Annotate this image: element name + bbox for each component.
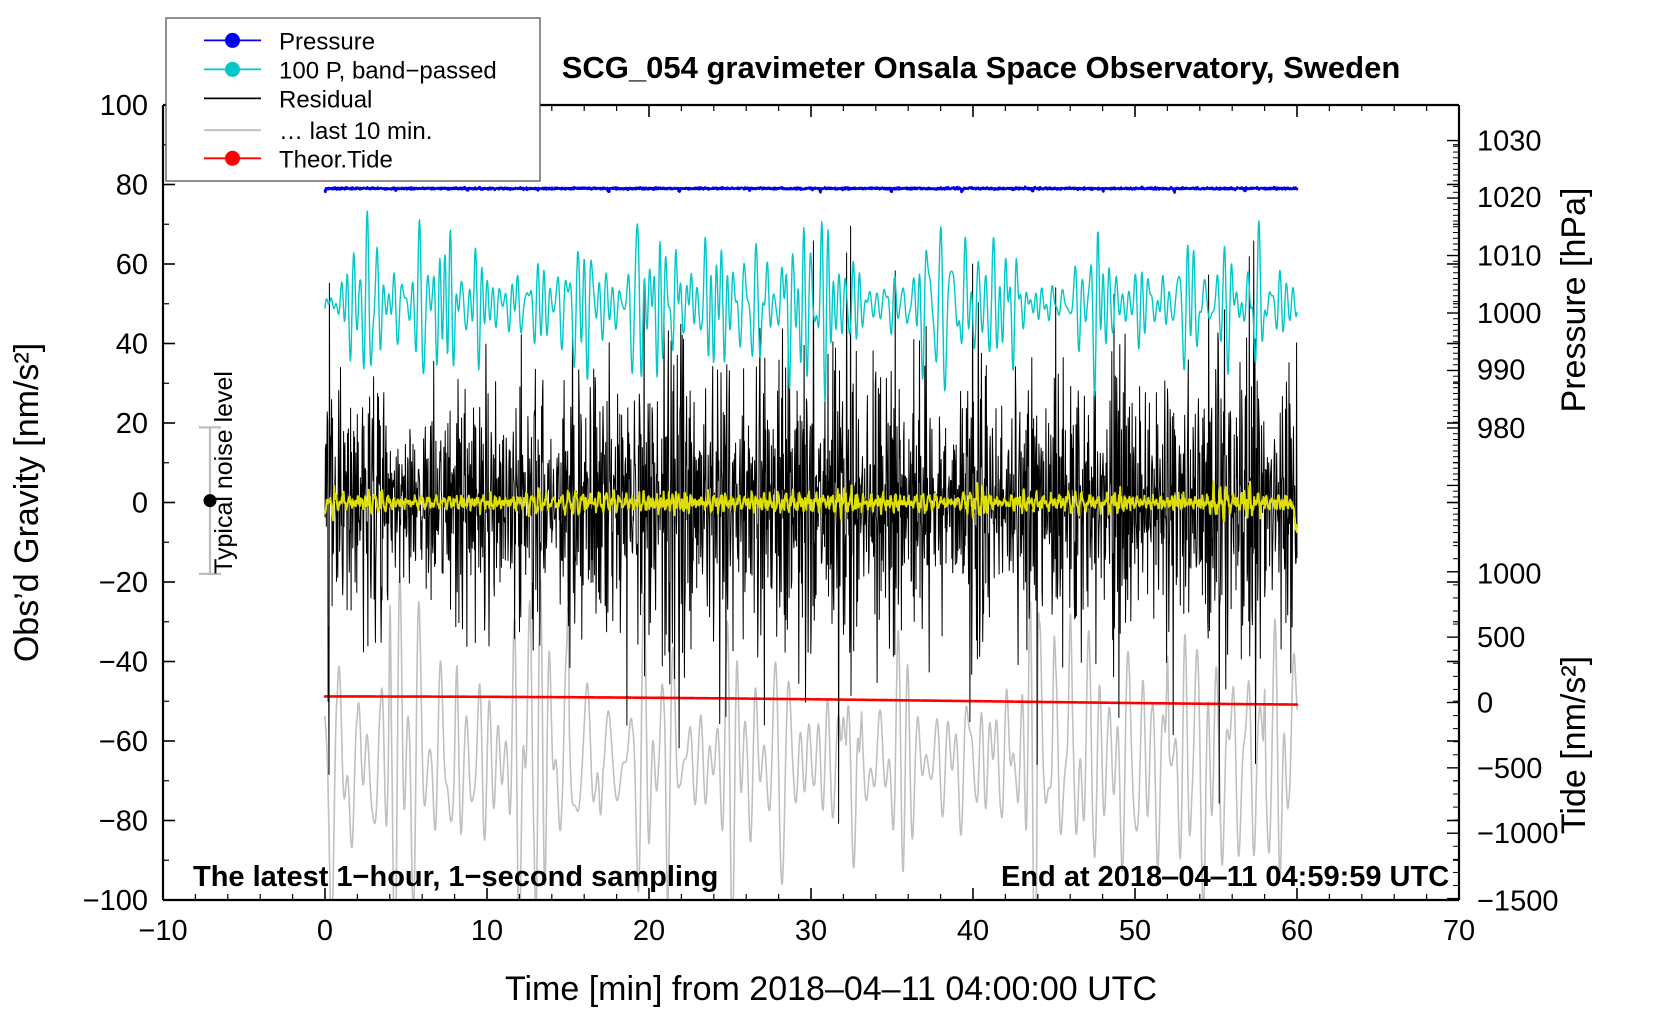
svg-text:40: 40 bbox=[116, 329, 148, 361]
svg-text:Tide [nm/s²]: Tide [nm/s²] bbox=[1555, 656, 1593, 834]
svg-text:40: 40 bbox=[957, 915, 989, 947]
svg-text:0: 0 bbox=[132, 488, 148, 520]
svg-text:Typical noise level: Typical noise level bbox=[210, 371, 238, 574]
svg-text:10: 10 bbox=[471, 915, 503, 947]
svg-text:Pressure: Pressure bbox=[279, 28, 375, 55]
svg-text:500: 500 bbox=[1477, 622, 1525, 654]
svg-text:100: 100 bbox=[100, 90, 148, 122]
svg-text:30: 30 bbox=[795, 915, 827, 947]
svg-text:50: 50 bbox=[1119, 915, 1151, 947]
svg-text:20: 20 bbox=[116, 408, 148, 440]
svg-text:−40: −40 bbox=[99, 647, 148, 679]
svg-text:70: 70 bbox=[1443, 915, 1475, 947]
svg-text:SCG_054 gravimeter Onsala Spac: SCG_054 gravimeter Onsala Space Observat… bbox=[562, 50, 1401, 85]
svg-text:−500: −500 bbox=[1477, 753, 1542, 785]
svg-text:1000: 1000 bbox=[1477, 298, 1542, 330]
svg-text:1010: 1010 bbox=[1477, 240, 1542, 272]
svg-text:The latest 1−hour, 1−second sa: The latest 1−hour, 1−second sampling bbox=[193, 861, 718, 893]
svg-text:0: 0 bbox=[317, 915, 333, 947]
svg-text:−1000: −1000 bbox=[1477, 818, 1558, 850]
svg-text:1000: 1000 bbox=[1477, 559, 1542, 591]
svg-text:1030: 1030 bbox=[1477, 125, 1542, 157]
svg-text:Pressure [hPa]: Pressure [hPa] bbox=[1555, 188, 1593, 413]
svg-text:20: 20 bbox=[633, 915, 665, 947]
svg-text:Obs’d Gravity [nm/s²]: Obs’d Gravity [nm/s²] bbox=[8, 343, 46, 662]
svg-text:60: 60 bbox=[1281, 915, 1313, 947]
svg-text:80: 80 bbox=[116, 170, 148, 202]
svg-text:−80: −80 bbox=[99, 806, 148, 838]
svg-text:0: 0 bbox=[1477, 688, 1493, 720]
svg-text:100 P, band−passed: 100 P, band−passed bbox=[279, 57, 497, 84]
svg-text:990: 990 bbox=[1477, 355, 1525, 387]
svg-text:60: 60 bbox=[116, 249, 148, 281]
svg-text:−20: −20 bbox=[99, 567, 148, 599]
svg-text:1020: 1020 bbox=[1477, 182, 1542, 214]
svg-text:−1500: −1500 bbox=[1477, 885, 1558, 917]
svg-text:980: 980 bbox=[1477, 413, 1525, 445]
svg-text:−10: −10 bbox=[138, 915, 187, 947]
svg-text:Theor.Tide: Theor.Tide bbox=[279, 146, 393, 173]
svg-text:… last 10 min.: … last 10 min. bbox=[279, 118, 432, 145]
svg-text:Time [min] from 2018‒04‒11 04:: Time [min] from 2018‒04‒11 04:00:00 UTC bbox=[505, 970, 1157, 1008]
svg-text:Residual: Residual bbox=[279, 86, 372, 113]
svg-text:End at 2018‒04‒11 04:59:59 UTC: End at 2018‒04‒11 04:59:59 UTC bbox=[1001, 861, 1449, 893]
svg-text:−60: −60 bbox=[99, 726, 148, 758]
svg-text:−100: −100 bbox=[83, 885, 148, 917]
